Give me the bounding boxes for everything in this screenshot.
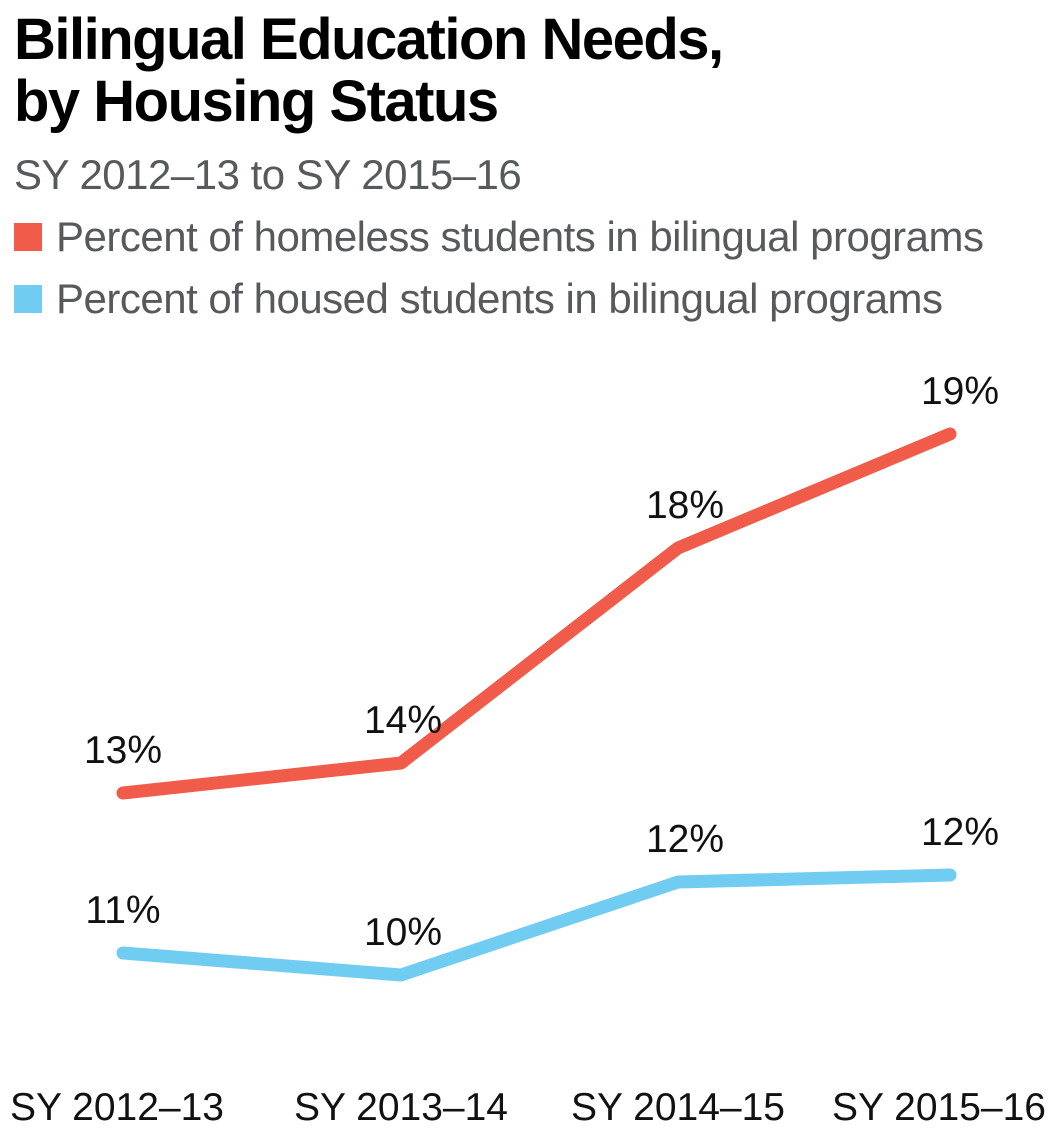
homeless-series-swatch [14, 223, 42, 251]
x-axis-label-1: SY 2013–14 [294, 1086, 508, 1129]
chart-title-line2: by Housing Status [14, 69, 499, 134]
legend-item-housed: Percent of housed students in bilingual … [14, 275, 984, 322]
chart-title-line1: Bilingual Education Needs, [14, 7, 724, 72]
homeless-series-line [116, 427, 957, 800]
housed-series-swatch [14, 285, 42, 313]
legend-label-homeless: Percent of homeless students in bilingua… [56, 213, 984, 260]
x-axis-label-0: SY 2012–13 [10, 1086, 224, 1129]
housed-point-label-2: 12% [646, 818, 724, 861]
housed-series-line [116, 868, 957, 982]
chart-header: Bilingual Education Needs, by Housing St… [14, 9, 1050, 322]
chart-title: Bilingual Education Needs, by Housing St… [14, 9, 1050, 133]
housed-point-label-3: 12% [921, 811, 999, 854]
legend: Percent of homeless students in bilingua… [14, 213, 984, 342]
homeless-point-label-2: 18% [646, 484, 724, 527]
homeless-point-label-1: 14% [364, 699, 442, 742]
housed-point-label-1: 10% [364, 911, 442, 954]
legend-label-housed: Percent of housed students in bilingual … [56, 275, 943, 322]
housed-point-label-0: 11% [85, 889, 160, 932]
x-axis-label-2: SY 2014–15 [571, 1086, 785, 1129]
x-axis-label-3: SY 2015–16 [832, 1086, 1046, 1129]
legend-item-homeless: Percent of homeless students in bilingua… [14, 213, 984, 260]
chart-subtitle: SY 2012–13 to SY 2015–16 [14, 151, 522, 198]
homeless-point-label-3: 19% [921, 370, 999, 413]
homeless-point-label-0: 13% [84, 729, 162, 772]
